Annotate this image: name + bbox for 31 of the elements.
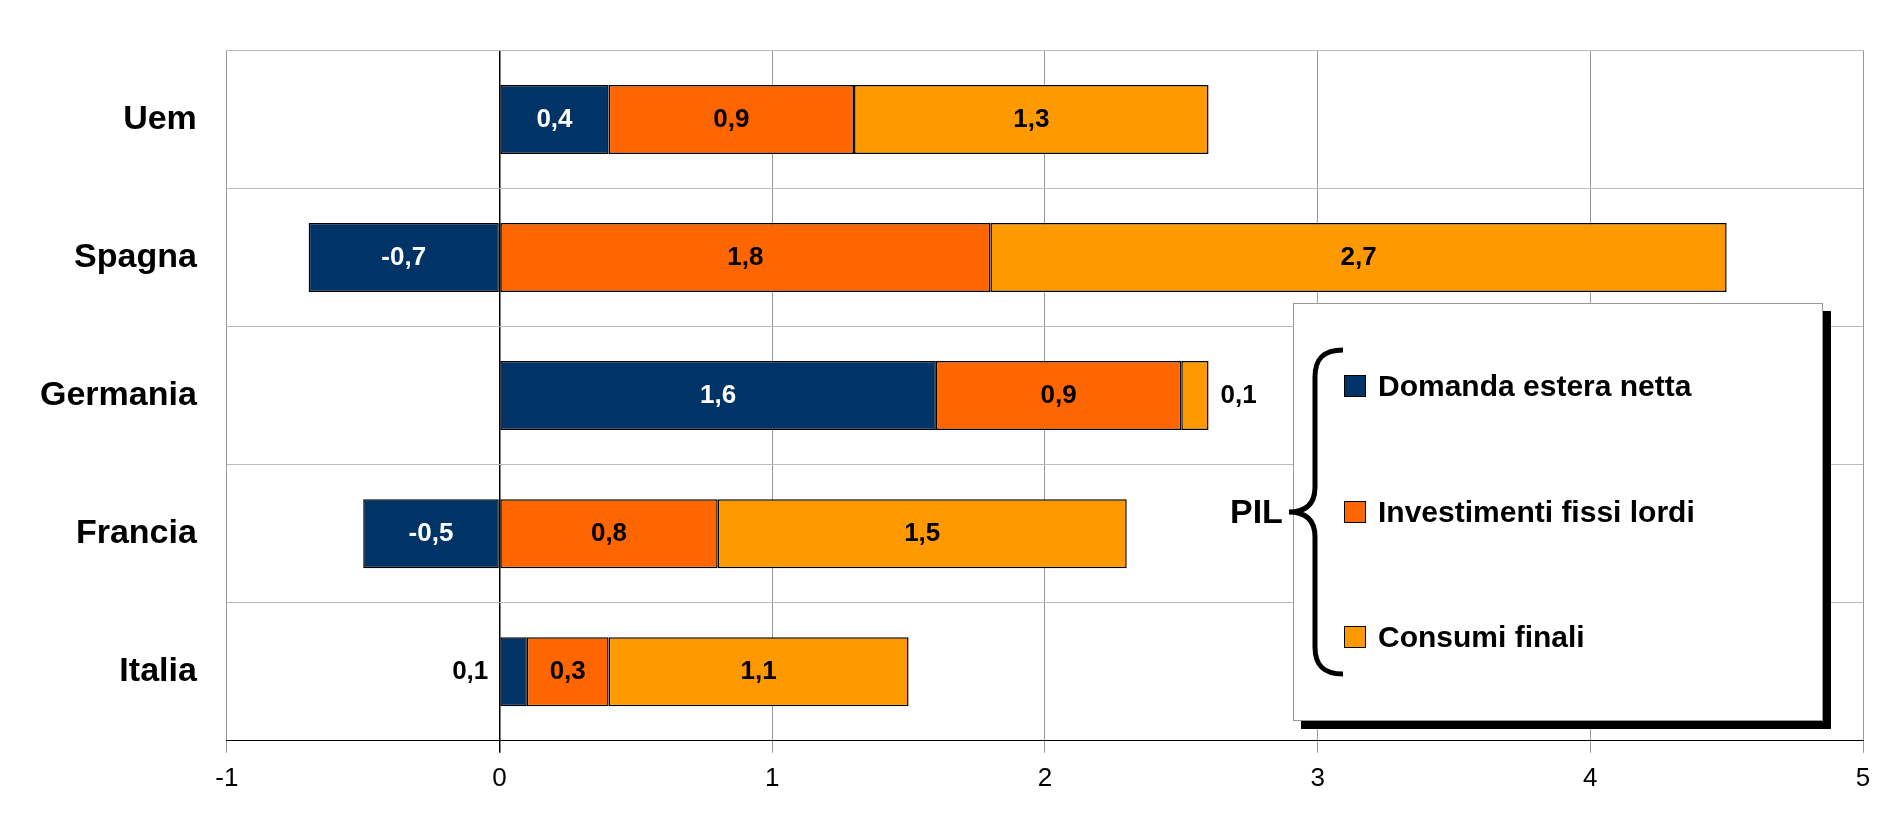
data-label: 0,9	[713, 102, 750, 133]
data-label: -0,5	[408, 516, 454, 547]
x-tick-label: 1	[765, 761, 780, 792]
data-label: 0,3	[549, 654, 586, 685]
data-label: 2,7	[1340, 240, 1377, 271]
data-label: 0,8	[590, 516, 628, 547]
legend-label: Consumi finali	[1378, 620, 1585, 655]
x-tick-label: 3	[1310, 761, 1325, 792]
y-tick-label: Francia	[75, 512, 198, 551]
data-label: 1,5	[904, 516, 941, 547]
x-tick-label: 2	[1037, 761, 1053, 792]
y-tick-label: Uem	[123, 97, 197, 136]
data-label: 0,1	[1220, 378, 1257, 409]
data-label: 1,6	[699, 378, 737, 409]
legend-title: PIL	[1230, 492, 1283, 532]
data-label: 1,8	[727, 240, 764, 271]
legend-label: Domanda estera netta	[1378, 369, 1692, 404]
data-label: 1,1	[740, 654, 777, 685]
y-tick-label: Germania	[39, 373, 198, 412]
x-tick-label: 0	[492, 761, 507, 792]
legend-label: Investimenti fissi lordi	[1378, 494, 1695, 529]
x-tick-label: 5	[1855, 761, 1871, 792]
x-tick-label: 4	[1583, 761, 1598, 792]
data-label: 0,1	[452, 654, 489, 685]
data-label: 1,3	[1013, 102, 1050, 133]
x-tick-label: -1	[215, 761, 239, 792]
data-label: 0,9	[1040, 378, 1077, 409]
y-tick-label: Italia	[119, 650, 198, 689]
y-tick-label: Spagna	[74, 235, 198, 274]
data-label: 0,4	[536, 102, 574, 133]
data-label: -0,7	[381, 240, 427, 271]
